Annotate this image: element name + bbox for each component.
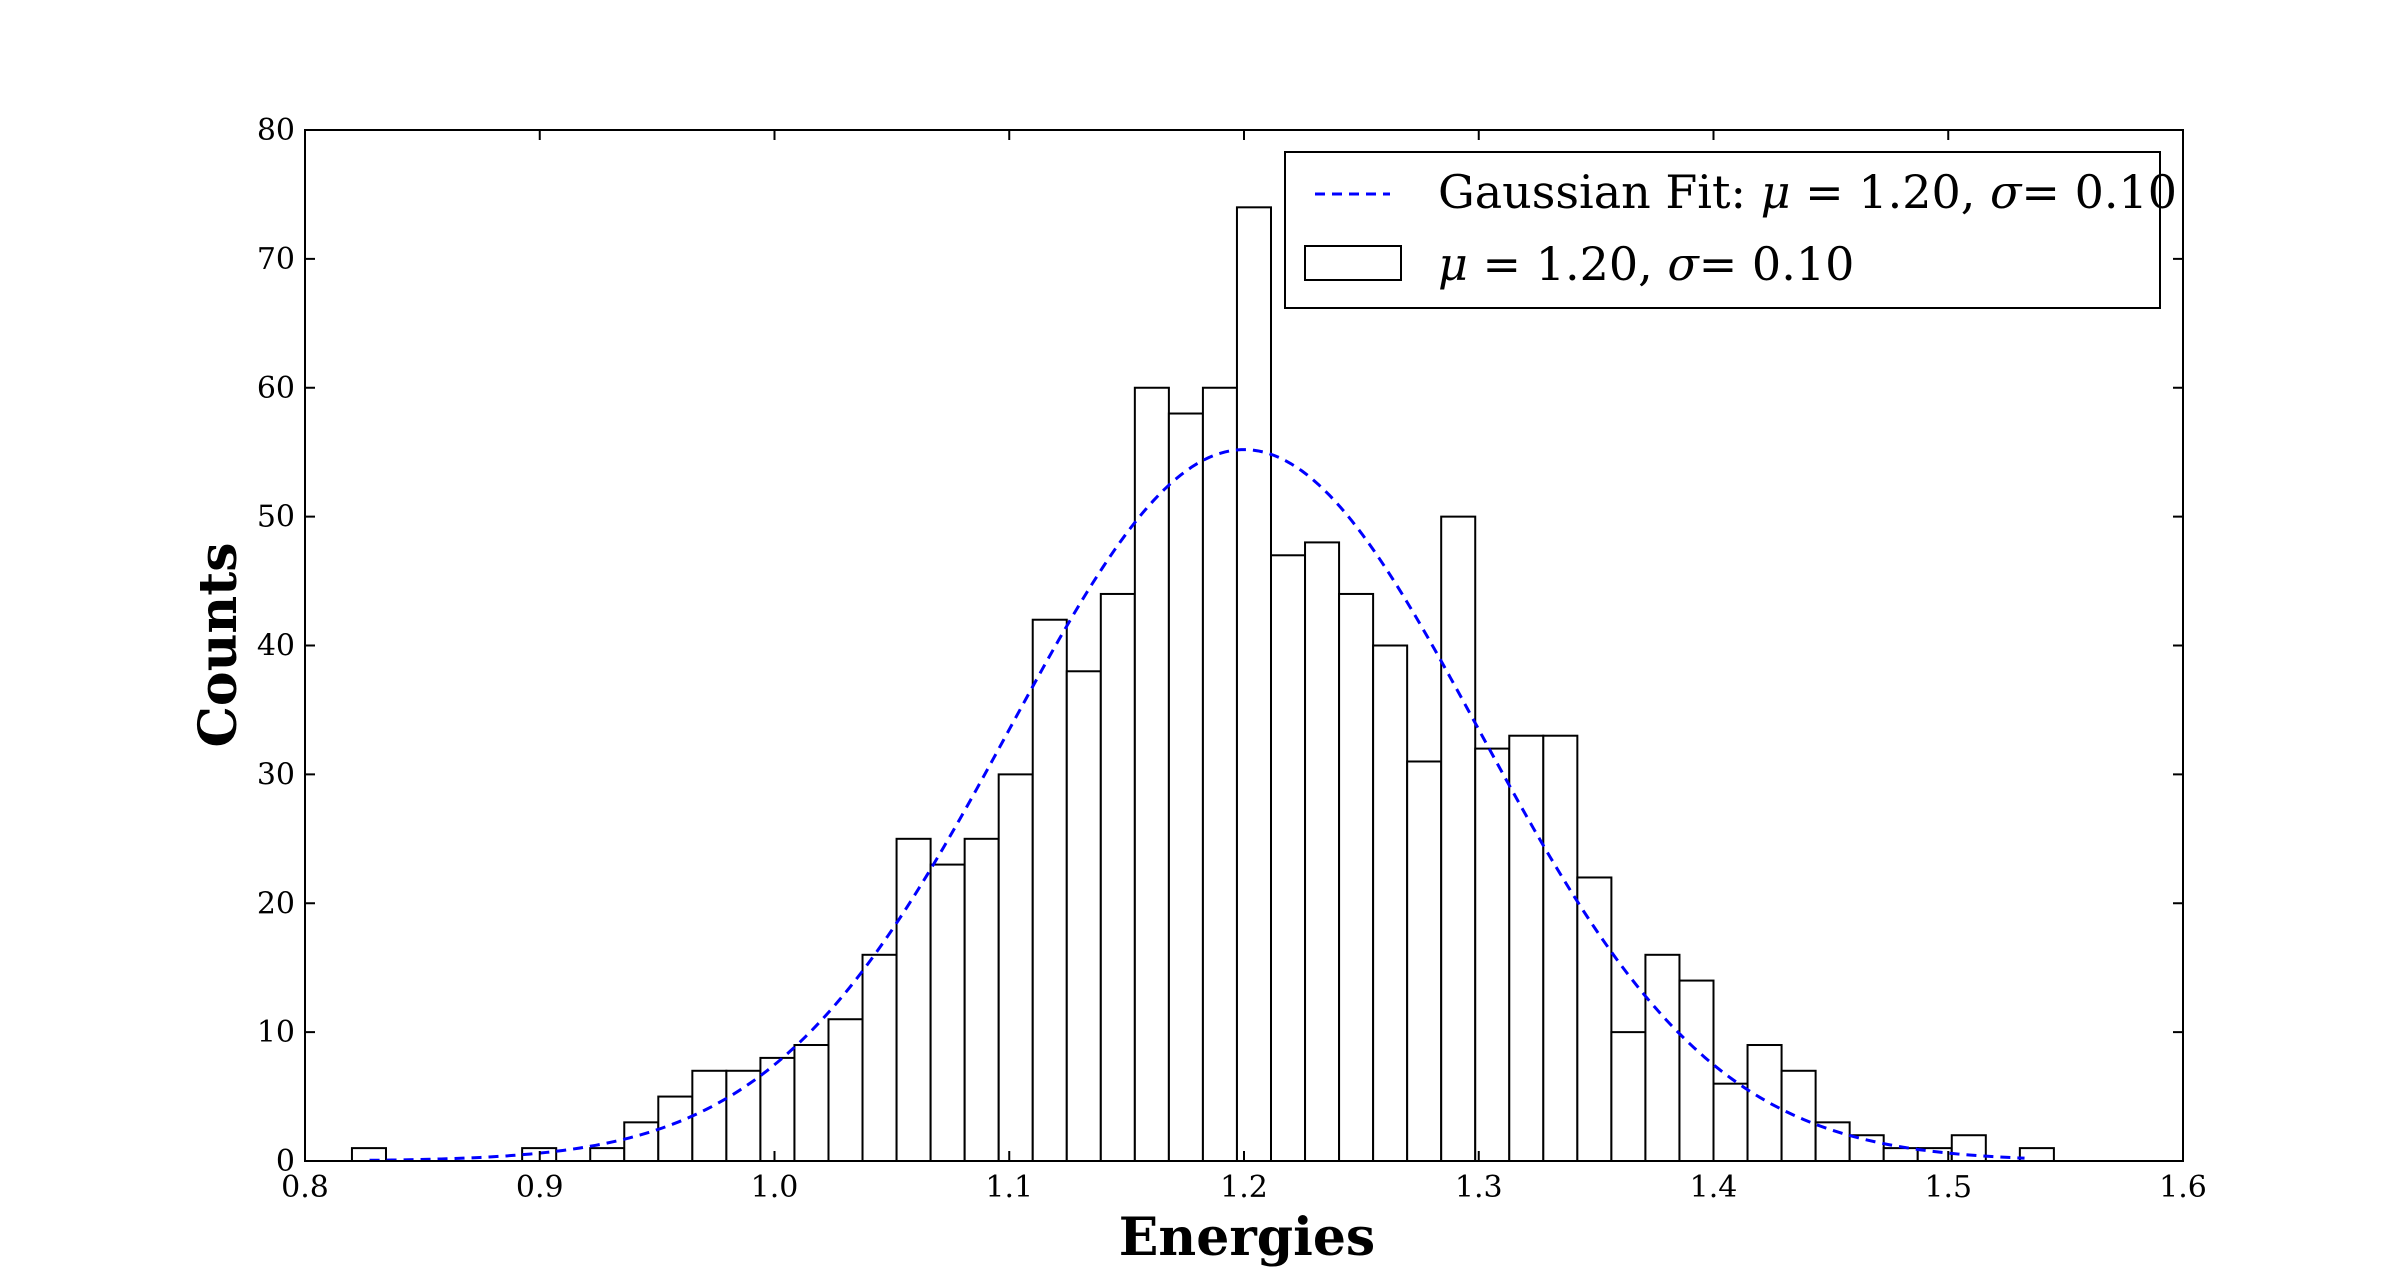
legend-fit-mu-symbol: μ <box>1761 165 1791 219</box>
legend-box <box>1284 151 2161 309</box>
legend-fit-label: Gaussian Fit: μ = 1.20, σ= 0.10 <box>1438 165 2177 219</box>
legend: Gaussian Fit: μ = 1.20, σ= 0.10 μ = 1.20… <box>1284 151 2177 309</box>
axis-ticks <box>304 129 2184 1162</box>
x-tick-label: 1.3 <box>1455 1170 1503 1205</box>
histogram-bar <box>861 953 898 1162</box>
histogram-bar <box>1133 386 1170 1162</box>
histogram-bar <box>1235 206 1272 1162</box>
histogram-bar <box>1576 876 1613 1162</box>
y-tick-label: 70 <box>257 242 295 277</box>
y-tick-label: 50 <box>257 500 295 535</box>
y-tick-label: 20 <box>257 886 295 921</box>
legend-hist-sigma-symbol: σ <box>1667 237 1700 291</box>
histogram-bar <box>1201 386 1238 1162</box>
legend-fit-prefix: Gaussian Fit: <box>1438 165 1761 219</box>
histogram-bar <box>350 1147 387 1163</box>
histogram-bar <box>1610 1031 1647 1162</box>
x-tick-label: 1.0 <box>751 1170 799 1205</box>
legend-fit-sigma-value: = 0.10 <box>2021 165 2177 219</box>
y-tick-label: 60 <box>257 371 295 406</box>
histogram-bar <box>1542 734 1579 1163</box>
histogram-bar <box>759 1056 796 1163</box>
histogram-bar <box>1406 760 1443 1162</box>
histogram-bars <box>350 206 2055 1163</box>
legend-hist-mu-value: = 1.20, <box>1468 237 1667 291</box>
histogram-bar <box>1372 644 1409 1162</box>
x-tick-label: 0.9 <box>516 1170 564 1205</box>
histogram-bar <box>1508 734 1545 1163</box>
y-tick-label: 30 <box>257 757 295 792</box>
histogram-bar <box>691 1069 728 1162</box>
x-axis-title: Energies <box>1119 1207 1375 1268</box>
histogram-bar <box>623 1121 660 1163</box>
histogram-bar <box>1814 1121 1851 1163</box>
gaussian-fit-layer <box>369 448 2025 1162</box>
legend-histogram-swatch <box>1304 245 1402 281</box>
histogram-bar <box>1304 541 1341 1162</box>
legend-hist-sigma-value: = 0.10 <box>1699 237 1855 291</box>
histogram-bar <box>1644 953 1681 1162</box>
histogram-bar <box>895 837 932 1162</box>
y-tick-label: 0 <box>276 1144 295 1179</box>
histogram-bar <box>1474 747 1511 1162</box>
x-tick-label: 1.5 <box>1924 1170 1972 1205</box>
histogram-bar <box>1167 412 1204 1162</box>
x-tick-labels: 0.8 0.9 1.0 1.1 1.2 1.3 1.4 1.5 1.6 <box>281 1170 2207 1205</box>
y-tick-label: 80 <box>257 113 295 148</box>
x-tick-label: 0.8 <box>281 1170 329 1205</box>
histogram-bar <box>827 1018 864 1162</box>
histogram-bar <box>589 1147 626 1163</box>
histogram-bar <box>929 863 966 1163</box>
histogram-bar <box>1099 592 1136 1162</box>
histogram-bar <box>1338 592 1375 1162</box>
x-tick-label: 1.1 <box>985 1170 1033 1205</box>
histogram-bar <box>1780 1069 1817 1162</box>
histogram-bar <box>1269 554 1307 1162</box>
y-tick-label: 40 <box>257 629 295 664</box>
y-axis-title: Counts <box>188 543 249 748</box>
histogram-bar <box>1950 1134 1987 1162</box>
legend-fit-sigma-symbol: σ <box>1990 165 2023 219</box>
histogram-bar <box>793 1044 830 1162</box>
histogram-bar <box>1746 1044 1783 1162</box>
histogram-bar <box>1882 1147 1919 1163</box>
histogram-bar <box>963 837 1000 1162</box>
histogram-bar <box>1440 515 1477 1162</box>
x-tick-label: 1.6 <box>2159 1170 2207 1205</box>
x-tick-label: 1.2 <box>1220 1170 1268 1205</box>
y-tick-labels: 0 10 20 30 40 50 60 70 80 <box>257 113 295 1179</box>
x-tick-label: 1.4 <box>1690 1170 1738 1205</box>
legend-histogram-label: μ = 1.20, σ= 0.10 <box>1438 237 1854 291</box>
y-tick-label: 10 <box>257 1015 295 1050</box>
gaussian-fit-line <box>369 448 2025 1162</box>
histogram-bar <box>2018 1147 2055 1163</box>
histogram-bar <box>1712 1082 1749 1163</box>
histogram-bar <box>1065 670 1102 1163</box>
legend-hist-mu-symbol: μ <box>1438 237 1468 291</box>
histogram-bar <box>1678 979 1715 1163</box>
legend-fit-mu-value: = 1.20, <box>1791 165 1990 219</box>
histogram-bar <box>725 1069 762 1162</box>
histogram-bar <box>1031 618 1068 1162</box>
histogram-bar <box>997 773 1034 1162</box>
